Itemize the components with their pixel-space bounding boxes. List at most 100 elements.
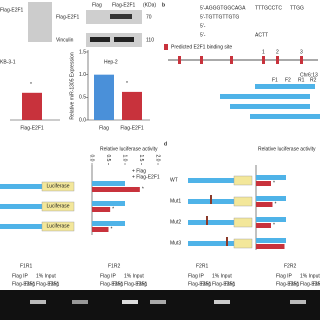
lane-label: Flag — [313, 281, 320, 287]
site — [230, 56, 233, 64]
primer-label: F1R2 — [108, 263, 120, 269]
site — [178, 56, 181, 64]
legend-label: + Flag-E2F1 — [132, 174, 160, 180]
gel — [0, 290, 320, 320]
group-label: Flag IP — [188, 273, 205, 279]
primer-label: F2R1 — [196, 263, 208, 269]
cell-line: Hep-2 — [104, 59, 118, 65]
cell-line: KB-3-1 — [0, 59, 16, 65]
bar — [92, 187, 140, 192]
construct — [250, 114, 320, 119]
x-tick-label: 1.5 — [138, 155, 144, 162]
lane-label: Flag-E2F1 — [124, 281, 148, 287]
bar — [92, 227, 109, 232]
legend-label: Predicted E2F1 binding site — [171, 44, 232, 50]
reporter-box — [233, 196, 253, 207]
significance: * — [111, 226, 113, 232]
x-tick-label: Flag-E2F1 — [20, 125, 44, 131]
lane-label: Flag — [92, 2, 102, 8]
lane-label: Flag — [137, 281, 147, 287]
site — [262, 56, 265, 64]
x-axis-label: Relative luciferase activity — [258, 146, 316, 152]
lane-label: Flag-E2F1 — [300, 281, 320, 287]
bar — [92, 221, 125, 226]
reporter-label: Luciferase — [46, 223, 69, 229]
sequence: 5'- — [200, 32, 206, 38]
lane-label: Flag-E2F1 — [100, 281, 124, 287]
y-tick-label: 0.5 — [79, 95, 86, 101]
significance: * — [30, 82, 32, 88]
bar — [256, 238, 286, 243]
row-label: Mut1 — [170, 198, 181, 204]
bar — [256, 202, 273, 207]
site-label: 3 — [300, 49, 303, 55]
gel-band — [290, 300, 306, 304]
legend-swatch — [164, 44, 168, 50]
primer-label: F2R2 — [284, 263, 296, 269]
gel-band — [122, 300, 138, 304]
primer-label: F1 — [272, 77, 278, 83]
locus-label: Chr6:13 — [300, 72, 318, 78]
reporter-box — [41, 181, 75, 192]
lane-label: Flag-E2F1 — [276, 281, 300, 287]
lane-label: Flag — [113, 281, 123, 287]
bar — [92, 201, 125, 206]
x-tick-label: 0.5 — [105, 155, 111, 162]
bar — [256, 175, 286, 180]
bar — [256, 244, 285, 249]
sequence: TTGG — [290, 5, 304, 11]
row-label: Vinculin — [56, 37, 74, 43]
site — [300, 56, 303, 64]
mutation — [226, 237, 228, 246]
blot-band — [90, 37, 110, 42]
unit-label: (KDa) — [143, 2, 156, 8]
x-tick-label: Flag — [99, 125, 109, 131]
promoter — [0, 224, 42, 229]
row-label: WT — [170, 177, 178, 183]
bar — [122, 91, 142, 120]
row-label: Flag-E2F1 — [56, 14, 80, 20]
bar — [92, 181, 125, 186]
primer-label: R1 — [298, 77, 305, 83]
x-tick-label: 2.0 — [155, 155, 161, 162]
gel-band — [214, 300, 230, 304]
blot-band — [110, 14, 132, 19]
significance: * — [126, 81, 128, 87]
gel-band — [72, 300, 88, 304]
reporter-box — [233, 238, 253, 249]
lane-label: Flag — [225, 281, 235, 287]
sequence: ACTT — [255, 32, 268, 38]
group-label: Flag IP — [276, 273, 293, 279]
lane-label: Flag-E2F1 — [212, 281, 236, 287]
sequence: 5'-TGTTGTTGTG — [200, 14, 239, 20]
group-label: 1% Input — [124, 273, 144, 279]
site — [200, 56, 203, 64]
lane-label: Flag — [25, 281, 35, 287]
row-label: Mut3 — [170, 240, 181, 246]
promoter — [0, 204, 42, 209]
y-tick-label: 1.0 — [79, 72, 86, 78]
significance: * — [273, 180, 275, 186]
bar — [256, 196, 286, 201]
mutation — [206, 216, 208, 225]
reporter-box — [233, 175, 253, 186]
panel-label: d — [164, 141, 167, 147]
construct — [220, 94, 310, 99]
promoter — [0, 184, 42, 189]
significance: * — [275, 201, 277, 207]
y-axis-label: Relative miR-1305 Expression — [69, 52, 75, 119]
blot-band — [114, 37, 134, 42]
site-label: 1 — [262, 49, 265, 55]
primer-label: R2 — [310, 77, 317, 83]
y-tick-label: 1.5 — [79, 49, 86, 55]
promoter — [188, 220, 234, 225]
lane-label: Flag-E2F1 — [12, 281, 36, 287]
kda-label: 70 — [146, 14, 152, 20]
site — [276, 56, 279, 64]
bar — [256, 217, 286, 222]
primer-label: F1R1 — [20, 263, 32, 269]
lane-label: Flag — [201, 281, 211, 287]
reporter-box — [41, 221, 75, 232]
blot-left — [28, 2, 52, 42]
